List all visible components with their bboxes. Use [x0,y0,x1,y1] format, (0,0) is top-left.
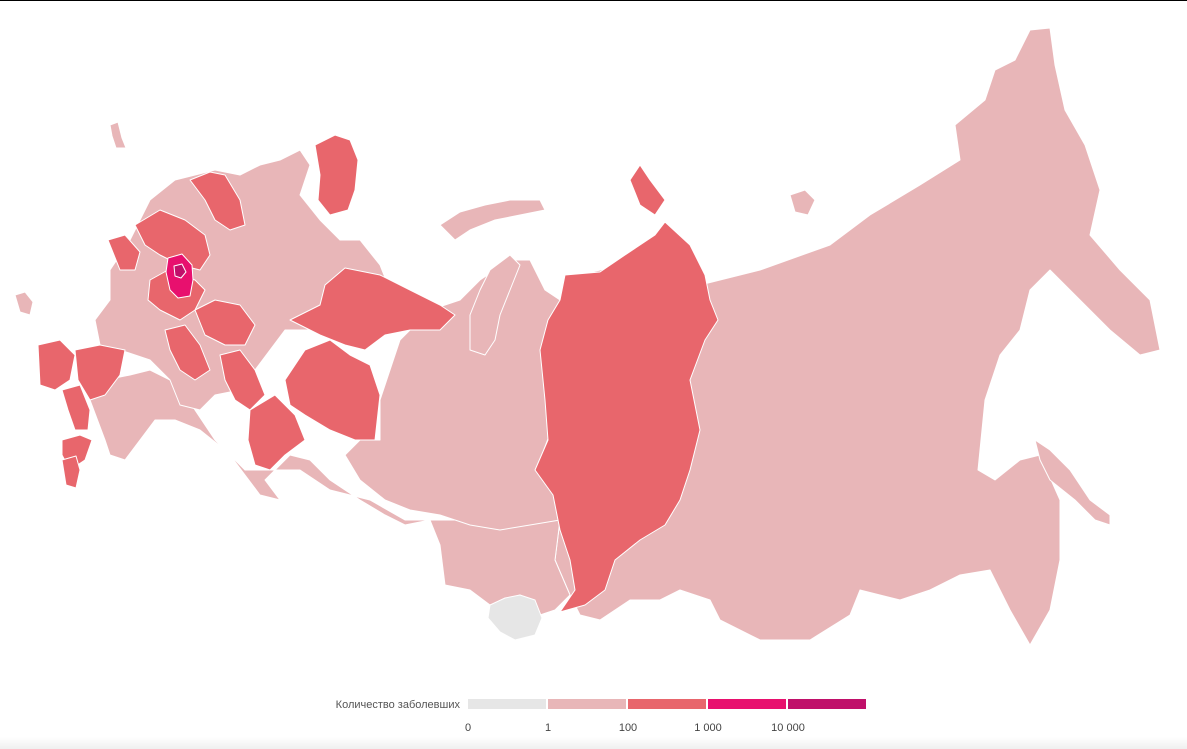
top-border [0,0,1187,1]
region-dagestan[interactable] [61,455,81,489]
legend-tick-2: 100 [618,722,638,734]
region-moscow-city[interactable] [173,263,187,279]
region-novaya-zemlya[interactable] [314,134,359,216]
region-siberia-south[interactable] [89,369,571,616]
region-komi-khmao[interactable] [289,267,456,351]
region-tuva-altai-nodata[interactable] [487,594,543,641]
region-severnaya-zemlya[interactable] [629,164,666,216]
region-volgograd[interactable] [61,384,91,431]
region-karelia[interactable] [189,171,246,231]
region-samara-tatarstan[interactable] [219,349,266,411]
legend: Количество заболевших 0 1 100 1 000 10 0… [0,690,1187,740]
region-pskov[interactable] [107,234,141,271]
region-kamchatka-coast[interactable] [1034,439,1111,526]
region-chukotka-island[interactable] [789,189,816,216]
legend-tick-3: 1 000 [694,722,722,734]
legend-tick-4: 10 000 [771,722,805,734]
region-tula-ryazan[interactable] [164,324,211,381]
region-tyumen-sverdlovsk[interactable] [284,339,381,441]
legend-swatch-4 [788,699,866,709]
region-krasnodar[interactable] [37,339,76,391]
bottom-shadow [0,737,1187,749]
region-yamal-peninsula[interactable] [469,254,521,356]
legend-tick-1: 1 [544,722,552,734]
legend-swatch-2 [628,699,706,709]
region-rostov[interactable] [74,344,126,401]
map-svg [14,27,1161,646]
region-krasnoyarsk[interactable] [534,221,719,613]
region-svalbard-like[interactable] [109,121,127,149]
region-novaya-zemlya-south[interactable] [439,199,546,241]
legend-swatch-1 [548,699,626,709]
legend-tick-0: 0 [464,722,472,734]
region-kaliningrad[interactable] [14,291,34,316]
legend-swatch-3 [708,699,786,709]
russia-choropleth-map [14,27,1161,646]
region-bashkortostan[interactable] [247,394,306,471]
base-landmass [14,27,1161,646]
region-leningrad[interactable] [134,209,211,271]
region-nizhny-vladimir[interactable] [194,299,256,346]
legend-swatch-0 [468,699,546,709]
legend-title: Количество заболевших [335,699,460,711]
level2-regions [37,134,719,613]
level0-regions [487,594,543,641]
level4-regions [173,263,187,279]
